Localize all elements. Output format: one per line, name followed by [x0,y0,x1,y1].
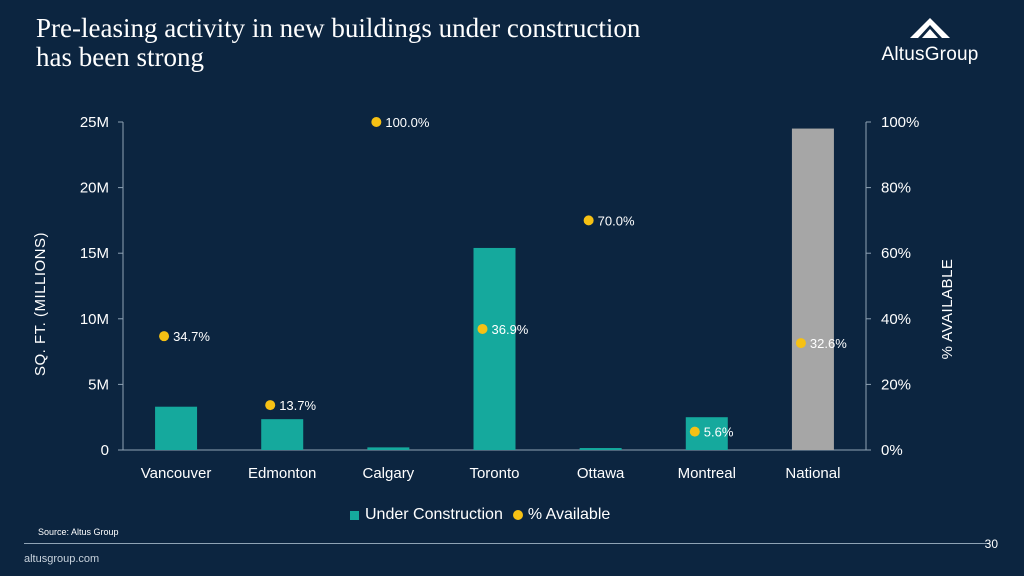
y-tick-label: 10M [80,311,109,328]
y2-tick-label: 20% [881,376,911,393]
y-axis-title: SQ. FT. (MILLIONS) [32,232,49,376]
y2-axis-title: % AVAILABLE [939,259,956,360]
legend-swatch-available [512,510,523,520]
y-tick-label: 20M [80,180,109,197]
altus-group-logo: AltusGroup [874,18,986,70]
point [477,323,488,334]
y2-tick-label: 100% [881,114,919,131]
x-tick-label: National [785,465,840,482]
data-label: 70.0% [598,213,635,228]
bar [791,128,834,450]
point [371,117,382,127]
bar [261,419,304,450]
x-tick-label: Toronto [469,465,519,482]
x-tick-label: Ottawa [577,465,625,482]
x-tick-label: Edmonton [248,465,316,482]
legend-label-under-construction: Under Construction [365,506,503,523]
bar [155,406,198,450]
chart: 0 5M 10M 15M 20M 25M 0% 20% 40% 60% 80% 100% SQ. FT.… [32,114,956,482]
x-tick-label: Vancouver [141,465,212,482]
point [689,426,700,437]
point [265,400,276,411]
y-tick-label: 5M [88,376,109,393]
data-label: 100.0% [385,115,430,130]
data-label: 34.7% [173,329,210,344]
point [795,338,806,349]
x-tick-label: Montreal [678,465,736,482]
footer-divider [24,543,990,544]
page-number: 30 [984,537,998,551]
data-label: 5.6% [704,425,734,440]
data-label: 36.9% [492,322,529,337]
logo-text: AltusGroup [881,44,979,65]
y2-tick-label: 0% [881,442,903,459]
point [159,331,170,342]
logo-mark-icon [910,18,950,38]
data-label: 32.6% [810,336,847,351]
y2-tick-label: 40% [881,311,911,328]
bar [367,447,410,450]
y2-tick-label: 80% [881,180,911,197]
y2-tick-label: 60% [881,245,911,262]
x-tick-label: Calgary [363,465,415,482]
title-line-2: has been strong [36,42,204,72]
y-tick-label: 0 [101,442,109,459]
legend-item-available: % Available [512,506,611,524]
legend-item-under-construction: Under Construction [350,506,503,524]
data-label: 13.7% [279,398,316,413]
chart-legend: Under Construction % Available [350,505,620,525]
title-line-1: Pre-leasing activity in new buildings un… [36,13,641,43]
y-tick-label: 15M [80,245,109,262]
point [583,215,594,226]
legend-swatch-under-construction [350,510,359,520]
y-tick-label: 25M [80,114,109,131]
page-title: Pre-leasing activity in new buildings un… [36,14,796,72]
source-note: Source: Altus Group [38,527,119,537]
website-link[interactable]: altusgroup.com [24,553,100,565]
bar [473,247,516,450]
legend-label-available: % Available [527,506,611,523]
bar [579,448,622,450]
